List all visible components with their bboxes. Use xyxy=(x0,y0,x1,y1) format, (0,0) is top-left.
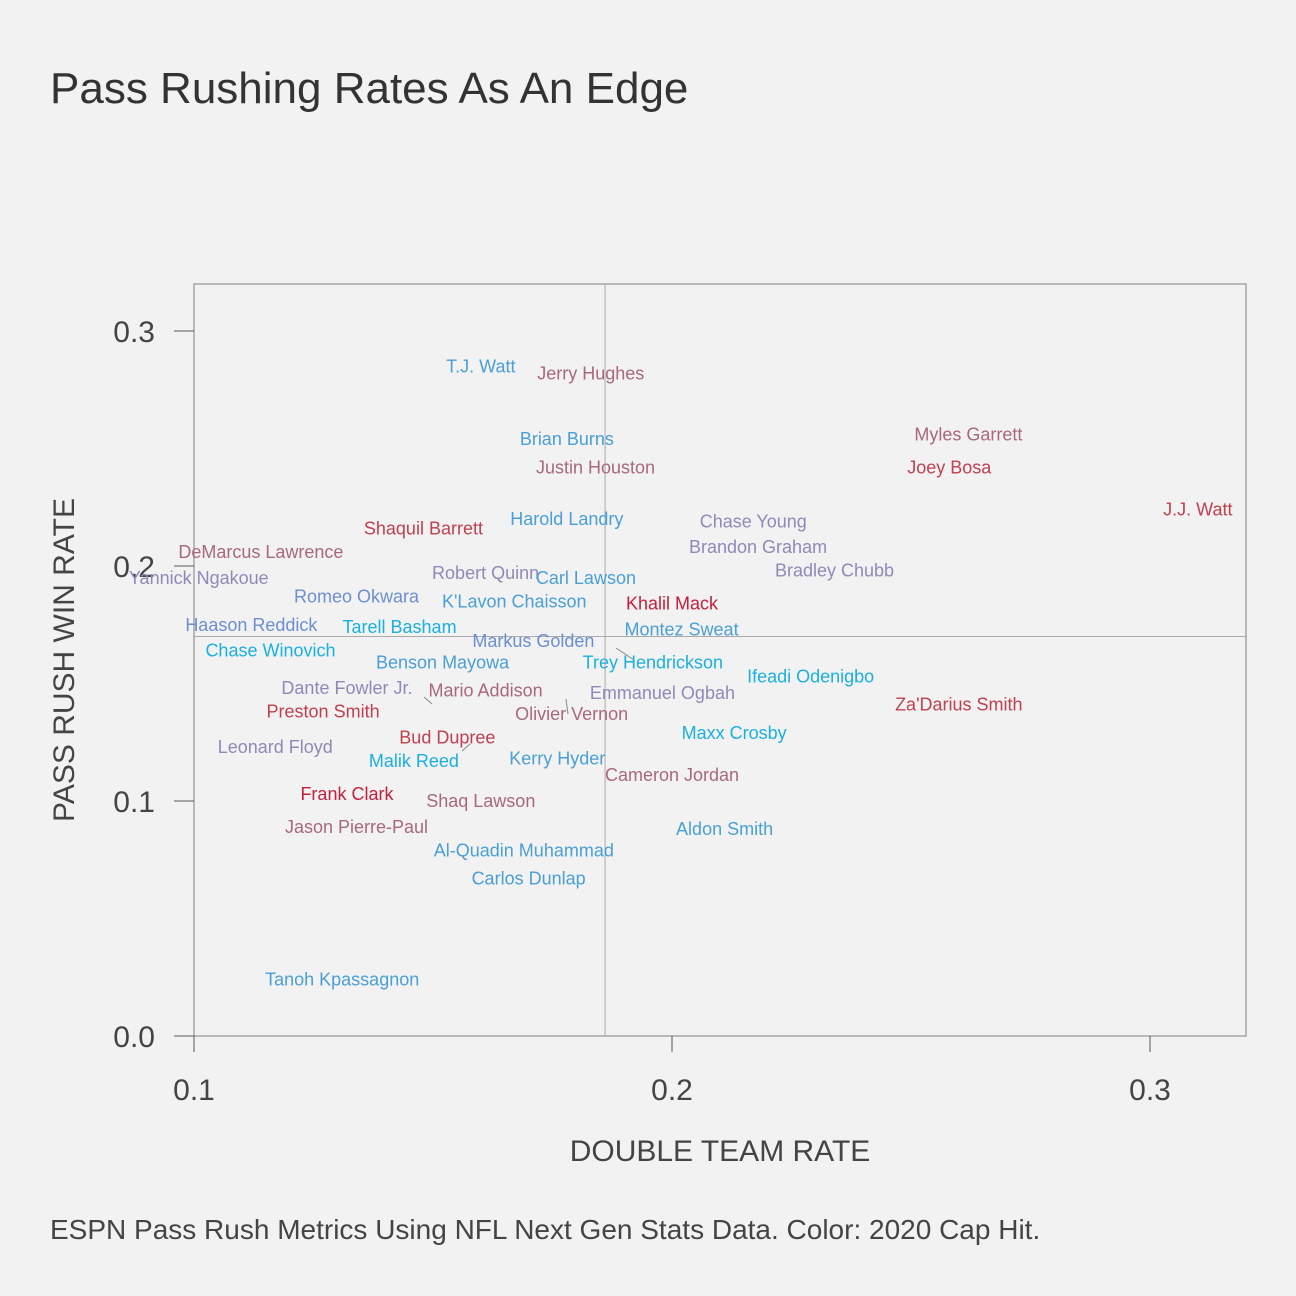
player-label: Trey Hendrickson xyxy=(583,652,723,672)
leader-line-bud-dupree xyxy=(461,743,471,752)
leader-line-mario-addison xyxy=(565,698,569,715)
player-label: K'Lavon Chaisson xyxy=(442,591,587,611)
player-label: Haason Reddick xyxy=(185,615,318,635)
y-tick-label: 0.1 xyxy=(113,786,155,819)
player-label: Aldon Smith xyxy=(676,819,773,839)
player-label: Brian Burns xyxy=(520,429,614,449)
player-label: Emmanuel Ogbah xyxy=(590,683,735,703)
player-label: Yannick Ngakoue xyxy=(129,568,269,588)
player-label: Shaq Lawson xyxy=(426,791,535,811)
player-label: Khalil Mack xyxy=(626,594,719,614)
player-label: Robert Quinn xyxy=(432,563,539,583)
player-label: Carl Lawson xyxy=(536,568,636,588)
player-label: Al-Quadin Muhammad xyxy=(434,840,614,860)
chart-caption: ESPN Pass Rush Metrics Using NFL Next Ge… xyxy=(50,1214,1040,1245)
player-label: Shaquil Barrett xyxy=(364,518,483,538)
x-axis-title: DOUBLE TEAM RATE xyxy=(570,1135,871,1168)
player-label: Maxx Crosby xyxy=(682,723,787,743)
player-labels: T.J. Watt Jerry Hughes Brian Burns Justin H… xyxy=(129,356,1233,989)
plot-panel-border xyxy=(193,283,1247,1037)
player-label: Za'Darius Smith xyxy=(895,695,1022,715)
y-axis: 0.0 0.1 0.2 0.3 xyxy=(113,316,194,1054)
x-axis: 0.1 0.2 0.3 xyxy=(173,1036,1171,1107)
x-tick-label: 0.1 xyxy=(173,1074,215,1107)
y-axis-title: PASS RUSH WIN RATE xyxy=(48,498,81,822)
label-leader-lines xyxy=(423,647,635,752)
player-label: Joey Bosa xyxy=(907,457,992,477)
player-label: DeMarcus Lawrence xyxy=(178,542,343,562)
player-label: Chase Young xyxy=(700,511,807,531)
player-label: Tarell Basham xyxy=(343,617,457,637)
chart-title: Pass Rushing Rates As An Edge xyxy=(50,64,688,113)
player-label: Jerry Hughes xyxy=(537,363,644,383)
player-label: Chase Winovich xyxy=(205,641,335,661)
x-tick-label: 0.2 xyxy=(651,1074,693,1107)
player-label: Leonard Floyd xyxy=(218,737,333,757)
player-label: Ifeadi Odenigbo xyxy=(747,666,874,686)
leader-line-markus-golden xyxy=(615,647,635,661)
y-tick-label: 0.0 xyxy=(113,1021,155,1054)
player-label: Carlos Dunlap xyxy=(472,869,586,889)
player-label: Montez Sweat xyxy=(625,619,739,639)
player-label: Brandon Graham xyxy=(689,537,827,557)
player-label: Markus Golden xyxy=(472,631,594,651)
player-label: Kerry Hyder xyxy=(509,749,605,769)
player-label: Justin Houston xyxy=(536,457,655,477)
player-label: Jason Pierre-Paul xyxy=(285,817,428,837)
player-label: T.J. Watt xyxy=(446,356,515,376)
player-label: Benson Mayowa xyxy=(376,652,510,672)
y-tick-label: 0.2 xyxy=(113,551,155,584)
player-label: Mario Addison xyxy=(429,681,543,701)
player-label: Romeo Okwara xyxy=(294,587,420,607)
player-label: Tanoh Kpassagnon xyxy=(265,970,419,990)
player-label: Bud Dupree xyxy=(399,728,495,748)
player-label: Cameron Jordan xyxy=(605,765,739,785)
player-label: Preston Smith xyxy=(267,702,380,722)
player-label: Frank Clark xyxy=(300,784,394,804)
player-label: Bradley Chubb xyxy=(775,561,894,581)
player-label: J.J. Watt xyxy=(1163,500,1232,520)
leader-line-dante-fowler xyxy=(423,696,433,705)
x-tick-label: 0.3 xyxy=(1129,1074,1171,1107)
player-label: Olivier Vernon xyxy=(515,704,628,724)
player-label: Dante Fowler Jr. xyxy=(281,678,412,698)
y-tick-label: 0.3 xyxy=(113,316,155,349)
player-label: Malik Reed xyxy=(369,751,459,771)
player-label: Harold Landry xyxy=(510,509,623,529)
player-label: Myles Garrett xyxy=(914,424,1022,444)
